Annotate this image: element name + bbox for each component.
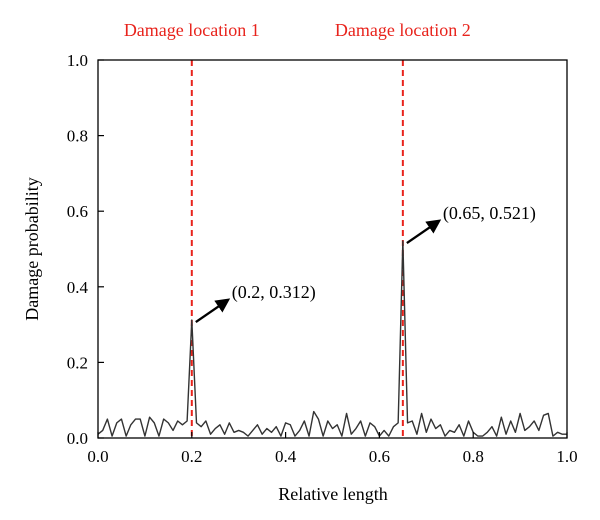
x-axis: 0.0 0.2 0.4 0.6 0.8 1.0 xyxy=(87,432,578,466)
y-tick-label: 0.8 xyxy=(67,127,88,146)
y-tick-label: 0.4 xyxy=(67,278,89,297)
y-axis-label: Damage probability xyxy=(22,177,42,320)
y-tick-label: 0.6 xyxy=(67,202,88,221)
x-tick-label: 0.2 xyxy=(181,447,202,466)
series-line-1 xyxy=(97,240,567,437)
y-axis: 0.0 0.2 0.4 0.6 0.8 1.0 xyxy=(67,51,104,448)
plot-area xyxy=(97,60,567,438)
x-tick-label: 0.4 xyxy=(275,447,297,466)
y-tick-label: 0.2 xyxy=(67,353,88,372)
damage-location-label-2: Damage location 2 xyxy=(335,20,471,40)
x-axis-label: Relative length xyxy=(278,484,387,504)
plot-frame xyxy=(97,59,568,439)
y-tick-label: 1.0 xyxy=(67,51,88,70)
x-tick-label: 1.0 xyxy=(556,447,577,466)
annotation-label-1: (0.2, 0.312) xyxy=(232,282,316,303)
damage-location-label-1: Damage location 1 xyxy=(124,20,260,40)
damage-location-labels: Damage location 1 Damage location 2 xyxy=(124,20,471,40)
x-tick-label: 0.8 xyxy=(463,447,484,466)
peak-annotations: (0.2, 0.312) (0.65, 0.521) xyxy=(195,203,536,324)
x-tick-label: 0.0 xyxy=(87,447,108,466)
annotation-arrow-1 xyxy=(195,298,231,324)
x-tick-label: 0.6 xyxy=(369,447,390,466)
annotation-arrow-2 xyxy=(406,219,442,245)
annotation-label-2: (0.65, 0.521) xyxy=(443,203,536,224)
y-tick-label: 0.0 xyxy=(67,429,88,448)
